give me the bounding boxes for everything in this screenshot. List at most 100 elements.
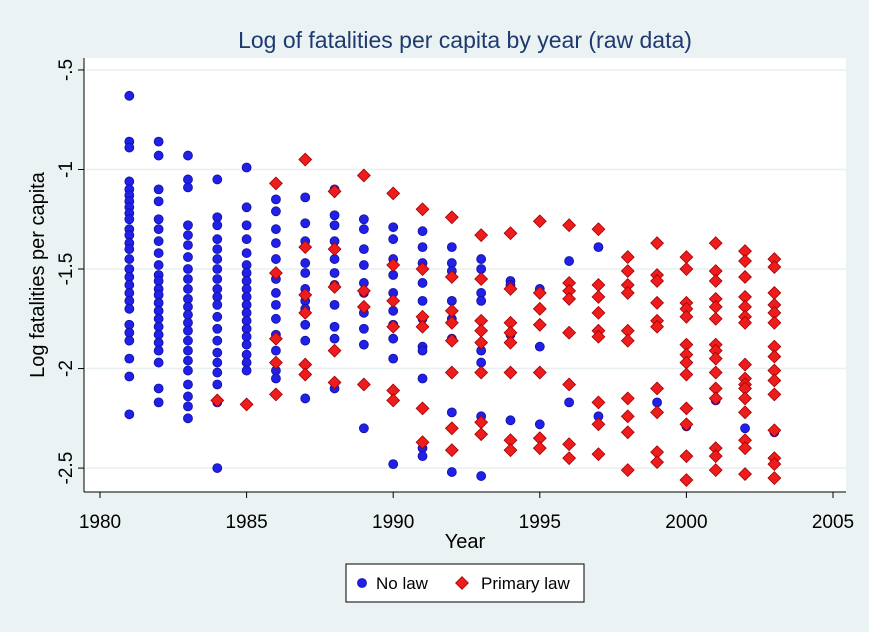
point-no-law bbox=[183, 391, 193, 402]
point-primary-law bbox=[738, 441, 752, 456]
point-primary-law bbox=[327, 343, 342, 358]
point-primary-law bbox=[210, 393, 225, 408]
point-primary-law bbox=[532, 301, 547, 316]
point-no-law bbox=[183, 150, 193, 161]
point-primary-law bbox=[650, 319, 665, 334]
point-primary-law bbox=[532, 317, 547, 332]
point-no-law bbox=[183, 335, 193, 346]
point-no-law bbox=[124, 353, 135, 364]
point-no-law bbox=[212, 244, 223, 255]
point-no-law bbox=[183, 355, 193, 366]
point-no-law bbox=[124, 335, 135, 346]
point-primary-law bbox=[679, 401, 694, 416]
point-primary-law bbox=[650, 445, 665, 460]
point-no-law bbox=[476, 295, 487, 306]
point-no-law bbox=[446, 242, 457, 253]
point-no-law bbox=[271, 345, 281, 356]
point-primary-law bbox=[503, 433, 518, 448]
point-no-law bbox=[153, 136, 164, 147]
point-primary-law bbox=[738, 405, 752, 420]
point-primary-law bbox=[738, 315, 752, 330]
point-no-law bbox=[300, 319, 311, 330]
point-no-law bbox=[212, 463, 223, 473]
point-primary-law bbox=[562, 451, 577, 466]
point-no-law bbox=[212, 367, 223, 378]
point-primary-law bbox=[444, 270, 459, 284]
point-primary-law bbox=[650, 381, 665, 396]
point-no-law bbox=[534, 419, 545, 430]
point-no-law bbox=[300, 258, 311, 268]
point-primary-law bbox=[268, 266, 283, 280]
point-no-law bbox=[300, 218, 311, 229]
point-primary-law bbox=[767, 339, 782, 354]
point-no-law bbox=[329, 333, 340, 344]
point-primary-law bbox=[620, 425, 635, 440]
point-no-law bbox=[153, 383, 164, 394]
point-primary-law bbox=[679, 301, 694, 316]
point-primary-law bbox=[767, 305, 782, 320]
point-no-law bbox=[358, 339, 369, 350]
point-no-law bbox=[183, 284, 193, 294]
y-tick-label: -2 bbox=[56, 360, 77, 377]
point-primary-law bbox=[474, 335, 489, 350]
point-no-law bbox=[388, 222, 399, 233]
point-primary-law bbox=[532, 441, 547, 456]
point-primary-law bbox=[708, 291, 723, 306]
point-no-law bbox=[329, 210, 340, 221]
point-primary-law bbox=[708, 391, 723, 406]
point-no-law bbox=[241, 234, 252, 245]
point-primary-law bbox=[767, 349, 782, 364]
point-no-law bbox=[388, 459, 399, 470]
point-no-law bbox=[564, 397, 575, 408]
point-no-law bbox=[358, 260, 369, 270]
point-no-law bbox=[212, 299, 223, 310]
point-no-law bbox=[153, 357, 164, 368]
y-tick-label: -.5 bbox=[56, 59, 77, 81]
point-no-law bbox=[124, 142, 135, 153]
point-no-law bbox=[593, 242, 604, 253]
point-primary-law bbox=[298, 305, 313, 320]
point-primary-law bbox=[298, 240, 313, 255]
point-no-law bbox=[212, 274, 223, 284]
point-primary-law bbox=[679, 347, 694, 362]
chart-title: Log of fatalities per capita by year (ra… bbox=[238, 27, 692, 53]
point-primary-law bbox=[503, 325, 518, 340]
x-tick-label: 1995 bbox=[519, 512, 561, 533]
point-primary-law bbox=[386, 258, 401, 272]
point-primary-law bbox=[356, 283, 371, 298]
point-primary-law bbox=[444, 421, 459, 436]
x-tick-label: 1990 bbox=[372, 512, 414, 533]
point-primary-law bbox=[767, 387, 782, 402]
point-primary-law bbox=[591, 329, 606, 344]
point-primary-law bbox=[444, 210, 459, 225]
point-primary-law bbox=[620, 391, 635, 406]
point-no-law bbox=[153, 150, 164, 161]
point-primary-law bbox=[239, 397, 254, 412]
point-primary-law bbox=[268, 355, 283, 370]
point-no-law bbox=[271, 299, 281, 310]
point-no-law bbox=[358, 244, 369, 255]
legend-marker-primary-law bbox=[455, 576, 469, 590]
point-no-law bbox=[212, 234, 223, 245]
point-primary-law bbox=[679, 262, 694, 276]
point-no-law bbox=[183, 345, 193, 356]
point-primary-law bbox=[679, 309, 694, 324]
point-primary-law bbox=[562, 437, 577, 452]
point-no-law bbox=[241, 162, 252, 173]
point-primary-law bbox=[415, 319, 430, 334]
point-primary-law bbox=[620, 463, 635, 478]
point-no-law bbox=[183, 379, 193, 390]
point-no-law bbox=[300, 192, 311, 203]
point-no-law bbox=[241, 202, 252, 213]
point-no-law bbox=[153, 345, 164, 356]
point-no-law bbox=[358, 214, 369, 225]
point-no-law bbox=[183, 264, 193, 274]
point-no-law bbox=[417, 451, 428, 462]
point-no-law bbox=[212, 323, 223, 334]
point-primary-law bbox=[268, 387, 283, 402]
point-no-law bbox=[153, 214, 164, 225]
point-no-law bbox=[388, 353, 399, 364]
legend-label-primary-law: Primary law bbox=[481, 574, 571, 593]
point-primary-law bbox=[620, 409, 635, 424]
point-primary-law bbox=[444, 365, 459, 380]
